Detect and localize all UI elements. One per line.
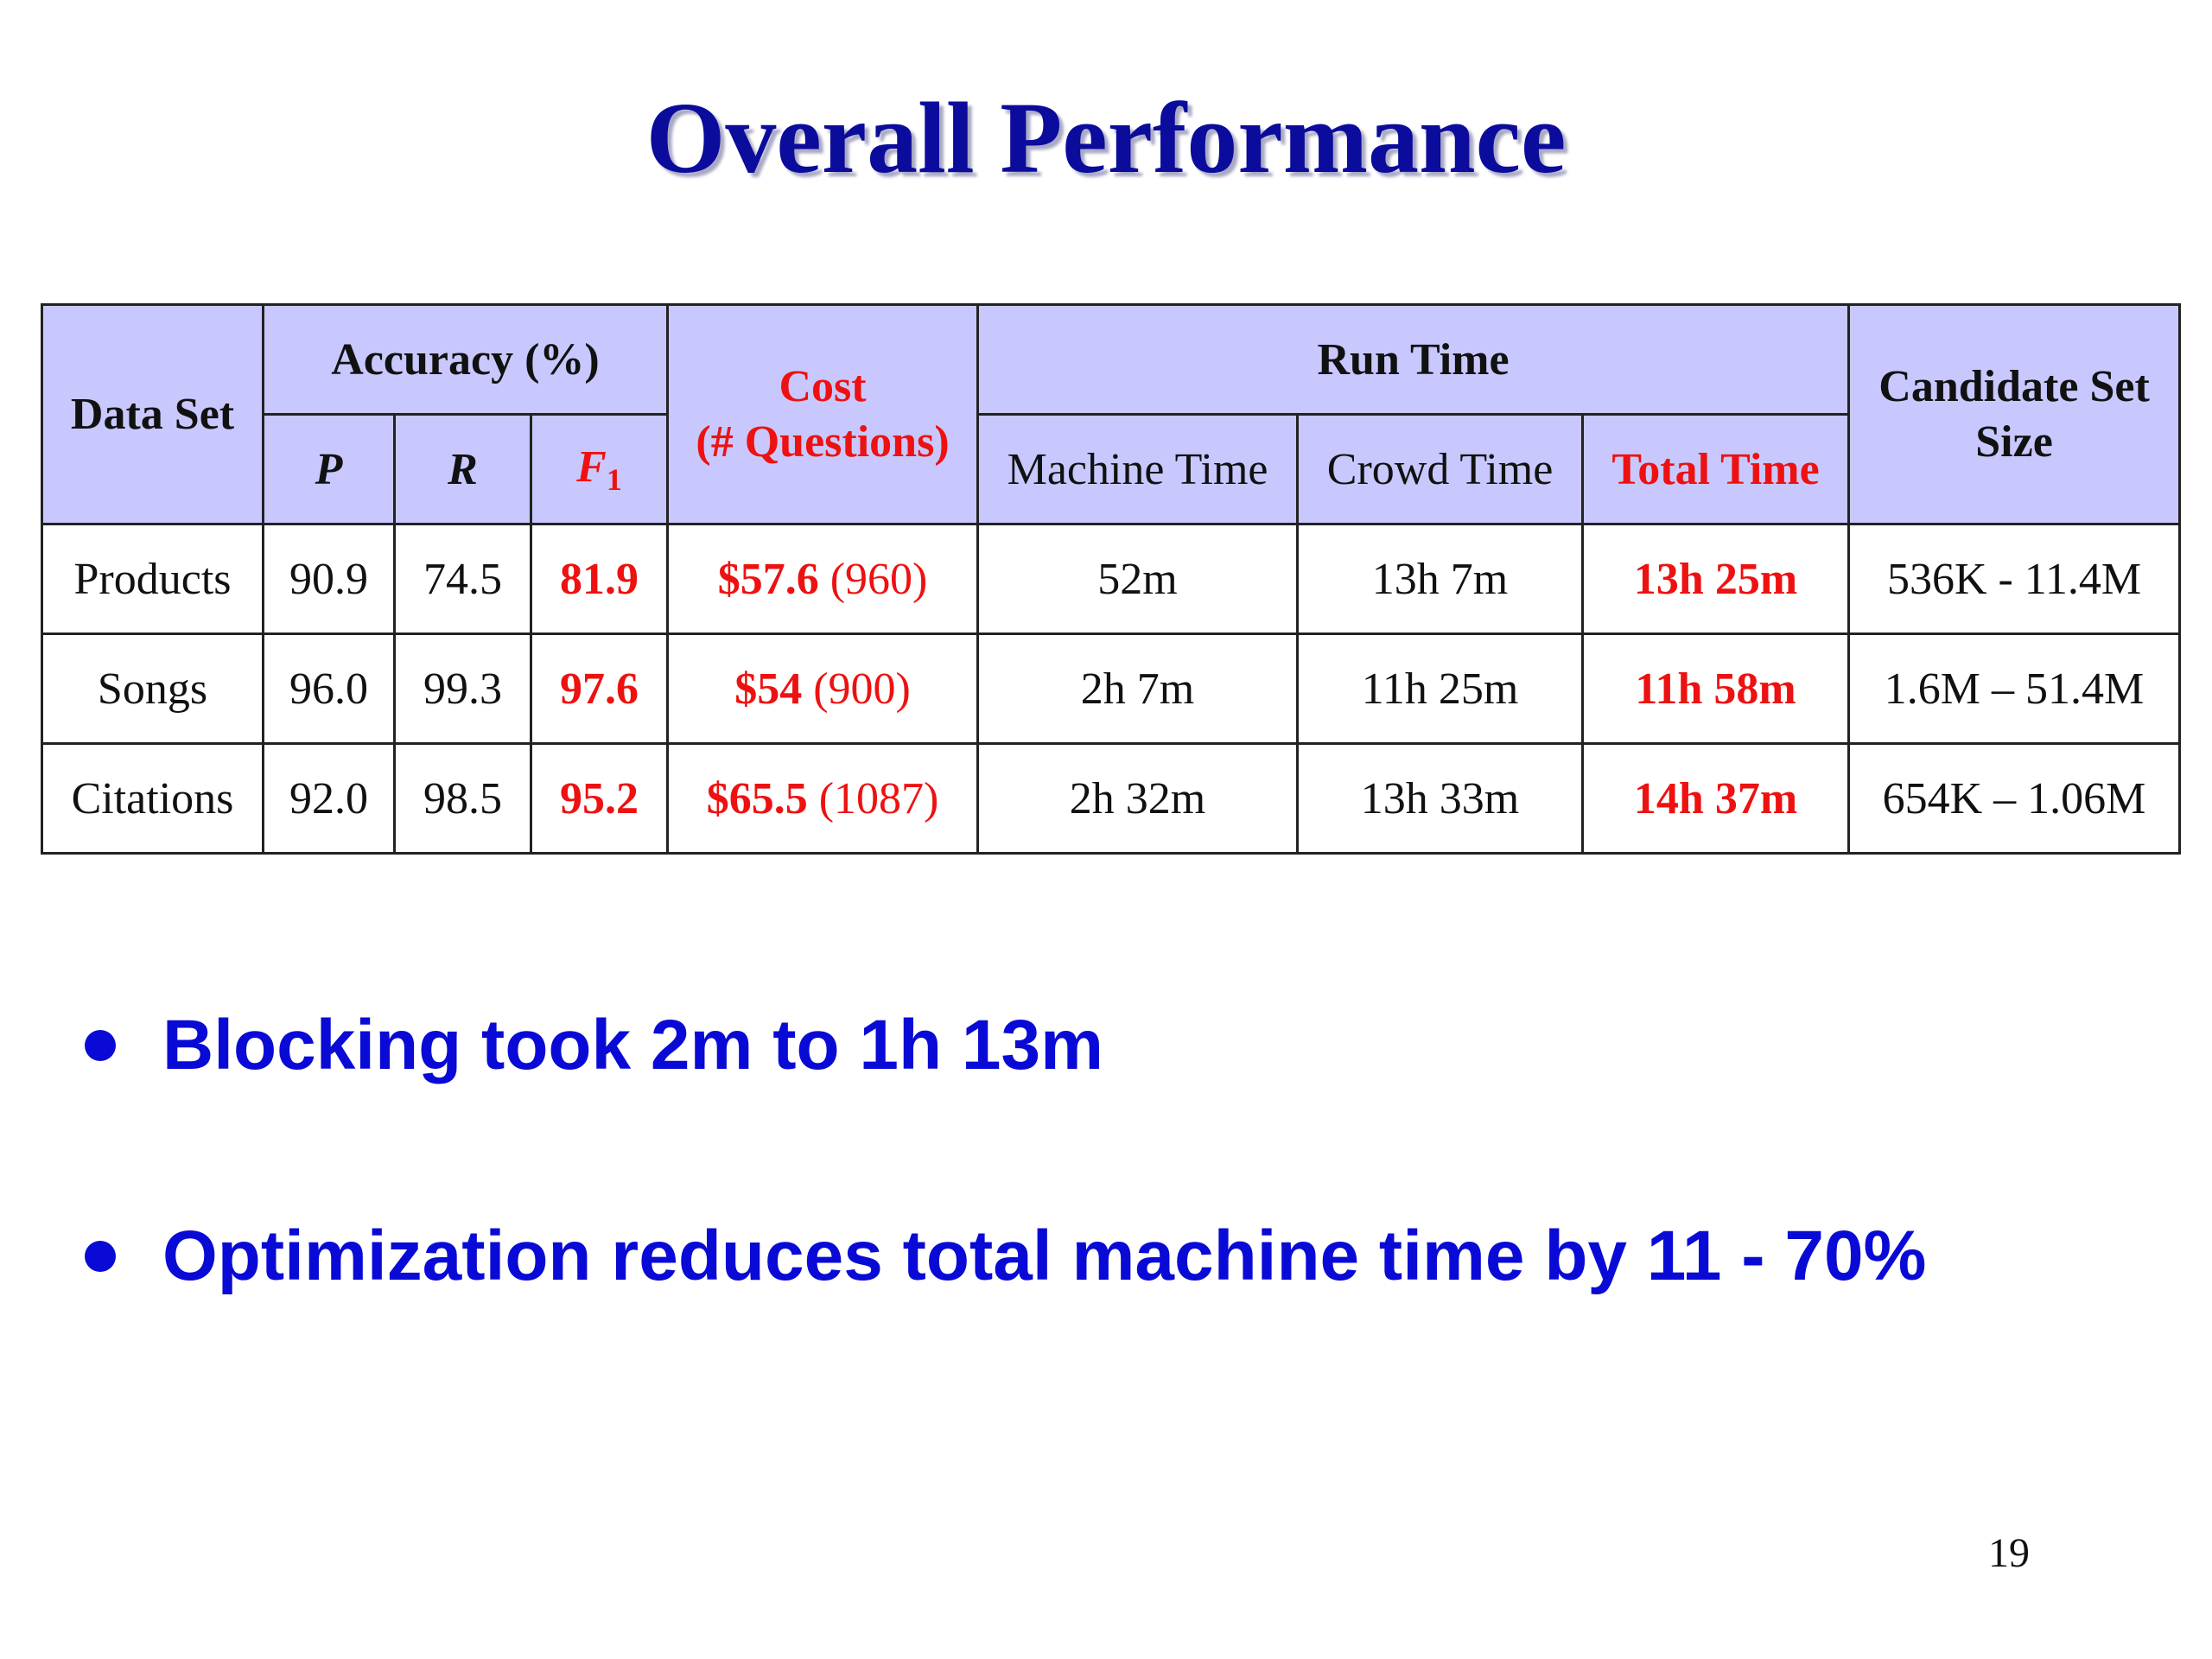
performance-table: Data Set Accuracy (%) Cost (# Questions)…: [41, 303, 2182, 855]
cell-precision: 96.0: [262, 632, 396, 745]
cell-precision: 90.9: [262, 523, 396, 635]
cost-dollars: $54: [734, 664, 803, 714]
cell-recall: 98.5: [393, 742, 532, 855]
cell-data-set: Songs: [41, 632, 264, 745]
bullet-dot-icon: [85, 1241, 116, 1272]
cell-total-time: 11h 58m: [1581, 632, 1851, 745]
bullet-text: Blocking took 2m to 1h 13m: [162, 1006, 1103, 1084]
cost-questions: (900): [813, 664, 911, 714]
header-cost-line2: (# Questions): [696, 416, 950, 467]
cell-cost: $57.6 (960): [666, 523, 980, 635]
cell-total-time: 14h 37m: [1581, 742, 1851, 855]
header-candidate-line2: Size: [1975, 416, 2053, 467]
cost-questions: (1087): [818, 773, 939, 823]
bullet-list: Blocking took 2m to 1h 13m Optimization …: [0, 994, 1926, 1308]
page-number: 19: [1988, 1530, 2030, 1576]
table-row: Citations 92.0 98.5 95.2 $65.5 (1087) 2h…: [41, 742, 2182, 855]
header-candidate-set-size: Candidate Set Size: [1847, 303, 2182, 525]
header-machine-time: Machine Time: [976, 413, 1300, 525]
cost-dollars: $57.6: [717, 554, 819, 604]
header-cost-line1: Cost: [779, 361, 867, 411]
cell-machine-time: 2h 7m: [976, 632, 1300, 745]
cell-f1: 95.2: [529, 742, 670, 855]
cell-f1: 97.6: [529, 632, 670, 745]
cell-candidate-size: 536K - 11.4M: [1847, 523, 2182, 635]
cell-recall: 74.5: [393, 523, 532, 635]
bullet-text: Optimization reduces total machine time …: [162, 1217, 1927, 1295]
cell-crowd-time: 11h 25m: [1296, 632, 1585, 745]
header-f1-subscript: 1: [606, 461, 622, 497]
cell-recall: 99.3: [393, 632, 532, 745]
cell-cost: $65.5 (1087): [666, 742, 980, 855]
cell-crowd-time: 13h 33m: [1296, 742, 1585, 855]
header-f1-letter: F: [576, 442, 607, 492]
header-data-set: Data Set: [41, 303, 264, 525]
cell-cost: $54 (900): [666, 632, 980, 745]
cell-precision: 92.0: [262, 742, 396, 855]
table-row: Products 90.9 74.5 81.9 $57.6 (960) 52m …: [41, 523, 2182, 635]
cell-crowd-time: 13h 7m: [1296, 523, 1585, 635]
header-row-top: Data Set Accuracy (%) Cost (# Questions)…: [41, 303, 2182, 525]
cell-total-time: 13h 25m: [1581, 523, 1851, 635]
header-cost: Cost (# Questions): [666, 303, 980, 525]
cell-f1: 81.9: [529, 523, 670, 635]
header-total-time: Total Time: [1581, 413, 1851, 525]
header-precision: P: [262, 413, 396, 525]
bullet-item-optimization: Optimization reduces total machine time …: [0, 1205, 1926, 1308]
header-candidate-line1: Candidate Set: [1878, 361, 2150, 411]
bullet-item-blocking: Blocking took 2m to 1h 13m: [0, 994, 1926, 1097]
header-recall: R: [393, 413, 532, 525]
header-row-bottom: P R F1 Machine Time Crowd Time Total Tim…: [42, 413, 2180, 525]
header-accuracy: Accuracy (%): [261, 303, 670, 416]
slide-title: Overall Performance: [645, 81, 1567, 194]
cell-candidate-size: 654K – 1.06M: [1847, 742, 2182, 855]
bullet-dot-icon: [85, 1030, 116, 1061]
header-run-time: Run Time: [976, 303, 1851, 416]
cell-machine-time: 2h 32m: [976, 742, 1300, 855]
cell-data-set: Products: [41, 523, 264, 635]
cost-dollars: $65.5: [706, 773, 808, 823]
cell-data-set: Citations: [41, 742, 264, 855]
table-row: Songs 96.0 99.3 97.6 $54 (900) 2h 7m 11h…: [41, 632, 2182, 745]
header-crowd-time: Crowd Time: [1296, 413, 1585, 525]
cell-machine-time: 52m: [976, 523, 1300, 635]
cell-candidate-size: 1.6M – 51.4M: [1847, 632, 2182, 745]
header-f1: F1: [529, 413, 670, 525]
cost-questions: (960): [830, 554, 928, 604]
